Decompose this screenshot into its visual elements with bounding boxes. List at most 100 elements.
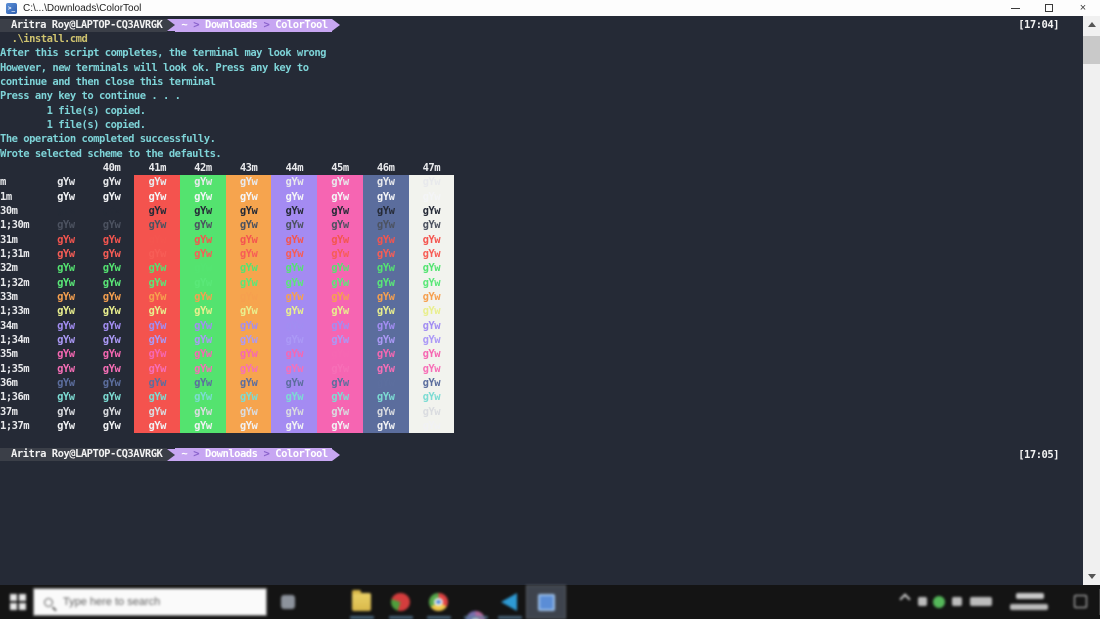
terminal-output-line: Wrote selected scheme to the defaults.: [0, 147, 222, 160]
color-table-row: 1;33m gYw gYw gYw gYw gYw gYw gYw gYw gYw: [0, 304, 1083, 319]
prompt-time: [17:05]: [1018, 448, 1059, 461]
task-view-icon[interactable]: [281, 595, 295, 609]
volume-icon[interactable]: [952, 597, 962, 606]
color-cell: gYw: [102, 305, 121, 318]
folder-icon[interactable]: [352, 590, 371, 611]
tray-app-icon[interactable]: [918, 597, 927, 606]
action-center-icon[interactable]: [1074, 595, 1087, 608]
color-cell: gYw: [134, 390, 181, 405]
color-cell: gYw: [271, 289, 318, 305]
color-cell: gYw: [57, 419, 75, 432]
color-cell: gYw: [134, 289, 181, 305]
red-green-app-icon[interactable]: [391, 593, 410, 611]
search-input[interactable]: Type here to search: [33, 588, 267, 616]
color-cell: gYw: [362, 332, 409, 348]
scrollbar-thumb[interactable]: [1083, 36, 1100, 64]
clock-time[interactable]: [1016, 593, 1044, 599]
color-cell: gYw: [271, 318, 318, 333]
color-cell: gYw: [180, 261, 226, 276]
color-cell: gYw: [180, 361, 226, 376]
column-header: 46m: [376, 161, 395, 174]
color-cell: gYw: [362, 232, 409, 247]
color-cell: gYw: [134, 304, 181, 319]
color-cell: gYw: [225, 404, 272, 419]
color-cell: gYw: [271, 203, 318, 219]
row-label: 1;37m: [0, 419, 30, 432]
network-battery-icons[interactable]: [970, 597, 992, 606]
minimize-button[interactable]: [998, 0, 1032, 16]
color-cell: gYw: [180, 332, 226, 348]
color-cell: gYw: [225, 347, 272, 362]
color-cell: gYw: [362, 175, 409, 190]
color-table-row: 37m gYw gYw gYw gYw gYw gYw gYw gYw gYw: [0, 404, 1083, 419]
color-cell: gYw: [362, 261, 409, 276]
tray-expand-icon[interactable]: [899, 593, 911, 605]
color-cell: gYw: [317, 404, 363, 419]
path-home: ~: [181, 18, 188, 31]
windows-start-icon[interactable]: [10, 594, 26, 610]
scroll-down-icon[interactable]: [1083, 568, 1100, 585]
color-table-row: 34m gYw gYw gYw gYw gYw gYw gYw gYw gYw: [0, 318, 1083, 333]
blank-line: [0, 433, 1083, 447]
color-cell: gYw: [362, 189, 409, 204]
terminal-output: .\install.cmd After this script completes…: [0, 32, 1083, 161]
color-cell: gYw: [271, 375, 318, 391]
color-cell: gYw: [225, 218, 272, 233]
vertical-scrollbar[interactable]: [1083, 16, 1100, 585]
color-table-row: 1;32m gYw gYw gYw gYw gYw gYw gYw gYw gYw: [0, 275, 1083, 290]
powerline-arrow-icon: [331, 19, 340, 31]
terminal-output-line: After this script completes, the termina…: [0, 47, 327, 60]
column-header: 43m: [239, 161, 258, 174]
color-cell: gYw: [102, 190, 121, 203]
color-cell: gYw: [57, 333, 75, 346]
tray-green-status-icon[interactable]: [933, 596, 945, 608]
maximize-button[interactable]: [1032, 0, 1066, 16]
color-cell: gYw: [134, 175, 181, 190]
color-cell: gYw: [408, 361, 455, 376]
color-cell: gYw: [362, 203, 409, 219]
color-table-row: 1;35m gYw gYw gYw gYw gYw gYw gYw gYw gYw: [0, 361, 1083, 376]
color-cell: gYw: [271, 232, 318, 247]
color-cell: gYw: [362, 304, 409, 319]
color-cell: gYw: [408, 246, 455, 262]
color-cell: gYw: [102, 405, 121, 418]
terminal-window[interactable]: Aritra Roy@LAPTOP-CQ3AVRGK ~ > Downloads > C…: [0, 16, 1083, 585]
color-cell: gYw: [180, 404, 226, 419]
taskbar: Type here to search: [0, 585, 1100, 619]
color-cell: gYw: [57, 176, 75, 189]
color-cell: gYw: [134, 189, 181, 204]
row-label: 35m: [0, 348, 18, 361]
color-cell: gYw: [134, 361, 181, 376]
powerline-arrow-icon: [167, 448, 176, 461]
color-cell: gYw: [134, 375, 181, 391]
color-cell: gYw: [408, 390, 455, 405]
active-app-colortool[interactable]: [526, 585, 566, 619]
row-label: 37m: [0, 405, 18, 418]
terminal-output-line: continue and then close this terminal: [0, 75, 216, 88]
color-table-row: 33m gYw gYw gYw gYw gYw gYw gYw gYw gYw: [0, 289, 1083, 305]
color-cell: gYw: [317, 347, 363, 362]
color-table-header: 40m 41m 42m 43m 44m 45m 46m 47m: [0, 161, 1083, 175]
chrome-icon[interactable]: [429, 593, 448, 611]
color-cell: gYw: [102, 262, 121, 275]
clock-date[interactable]: [1010, 604, 1048, 610]
color-cell: gYw: [271, 404, 318, 419]
color-table-row: 36m gYw gYw gYw gYw gYw gYw gYw gYw gYw: [0, 375, 1083, 391]
chevron-right-icon: >: [263, 448, 270, 461]
scroll-up-icon[interactable]: [1083, 16, 1100, 33]
color-cell: gYw: [271, 332, 318, 348]
color-cell: gYw: [317, 418, 363, 434]
color-cell: gYw: [317, 361, 363, 376]
color-cell: gYw: [134, 246, 181, 262]
vscode-icon[interactable]: [501, 593, 517, 611]
color-cell: gYw: [362, 275, 409, 290]
terminal-output-line: The operation completed successfully.: [0, 133, 216, 146]
terminal-output-line: Press any key to continue . . .: [0, 90, 181, 103]
path-downloads: Downloads: [205, 448, 258, 461]
close-button[interactable]: ×: [1079, 2, 1087, 14]
color-cell: gYw: [317, 304, 363, 319]
color-cell: gYw: [317, 246, 363, 262]
color-cell: gYw: [408, 289, 455, 305]
color-table-row: 30m gYw gYw gYw gYw gYw gYw gYw gYw gYw: [0, 203, 1083, 219]
color-cell: gYw: [225, 375, 272, 391]
